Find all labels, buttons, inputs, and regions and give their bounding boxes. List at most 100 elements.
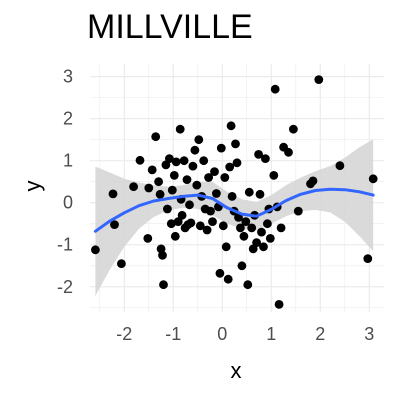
data-point (206, 206, 215, 216)
data-point (143, 234, 153, 243)
x-axis-label: x (231, 358, 242, 383)
data-point (202, 225, 212, 235)
data-point (199, 156, 209, 166)
data-point (151, 132, 161, 142)
data-point (166, 219, 176, 229)
data-point (177, 210, 187, 220)
data-point (276, 223, 286, 233)
data-point (147, 165, 157, 175)
data-point (265, 234, 275, 243)
data-point (159, 280, 168, 290)
x-tick-label: -1 (165, 324, 181, 344)
data-point (173, 217, 183, 227)
data-point (129, 182, 139, 192)
data-point (314, 75, 324, 84)
y-tick-label: 2 (63, 109, 73, 129)
data-point (284, 147, 293, 157)
data-point (91, 245, 100, 255)
data-point (225, 162, 235, 172)
y-axis-label: y (20, 181, 45, 192)
data-point (195, 221, 205, 231)
data-point (171, 157, 181, 167)
data-point (247, 223, 257, 233)
x-tick-label: 2 (315, 324, 325, 344)
x-tick-label: -2 (116, 324, 132, 344)
data-point (274, 300, 284, 309)
data-point (167, 185, 177, 195)
data-point (243, 280, 253, 290)
data-point (232, 158, 242, 168)
data-point (190, 145, 200, 155)
data-point (135, 155, 145, 165)
data-point (155, 189, 165, 199)
data-point (227, 192, 237, 201)
data-point (363, 254, 373, 263)
data-point (244, 187, 254, 197)
data-point (212, 189, 221, 198)
data-point (192, 180, 202, 190)
data-point (231, 139, 240, 149)
data-point (117, 259, 126, 269)
y-axis-ticks: -2 -1 0 1 2 3 (57, 67, 73, 297)
smooth-line (93, 187, 375, 233)
data-point (335, 161, 345, 171)
data-point (110, 220, 119, 230)
data-point (252, 238, 261, 248)
x-axis-ticks: -2 -1 0 1 2 3 (116, 324, 374, 344)
data-point (163, 204, 172, 214)
y-tick-label: 0 (63, 193, 73, 213)
data-point (226, 121, 236, 131)
data-point (154, 177, 164, 187)
data-point (289, 124, 298, 134)
data-point (144, 183, 154, 193)
data-point (254, 150, 263, 159)
data-point (261, 154, 270, 164)
data-point (259, 242, 268, 252)
data-point (185, 200, 194, 210)
chart-title: MILLVILLE (87, 8, 253, 46)
data-point (216, 143, 226, 153)
data-point (179, 156, 189, 166)
data-point (241, 217, 251, 227)
data-point (194, 135, 204, 145)
data-point (223, 274, 233, 284)
data-point (257, 227, 266, 237)
data-point (208, 217, 217, 227)
data-point (269, 171, 279, 180)
data-point (293, 206, 303, 216)
y-tick-label: -1 (57, 235, 73, 255)
data-point (175, 124, 185, 134)
data-point (169, 171, 179, 180)
data-point (186, 218, 196, 228)
data-point (204, 173, 214, 182)
data-point (220, 173, 230, 182)
data-point (255, 189, 265, 199)
data-point (239, 231, 249, 241)
data-point (237, 261, 247, 271)
data-point (165, 154, 174, 164)
data-point (308, 176, 318, 186)
data-point (158, 250, 167, 260)
data-point (170, 231, 180, 241)
data-point (218, 221, 228, 231)
x-tick-label: 1 (266, 324, 276, 344)
data-point (188, 161, 198, 171)
data-point (368, 174, 378, 184)
data-point (182, 175, 192, 185)
smooth-line-layer (93, 187, 375, 233)
x-tick-label: 0 (217, 324, 227, 344)
data-point (236, 223, 245, 233)
data-point (215, 268, 225, 278)
x-tick-label: 3 (364, 324, 374, 344)
data-points (91, 75, 378, 309)
data-point (221, 242, 231, 252)
data-point (263, 219, 272, 229)
data-point (270, 84, 280, 94)
y-tick-label: 3 (63, 67, 73, 87)
y-tick-label: -2 (57, 277, 73, 297)
y-tick-label: 1 (63, 151, 73, 171)
data-point (108, 189, 118, 199)
data-point (210, 167, 219, 177)
